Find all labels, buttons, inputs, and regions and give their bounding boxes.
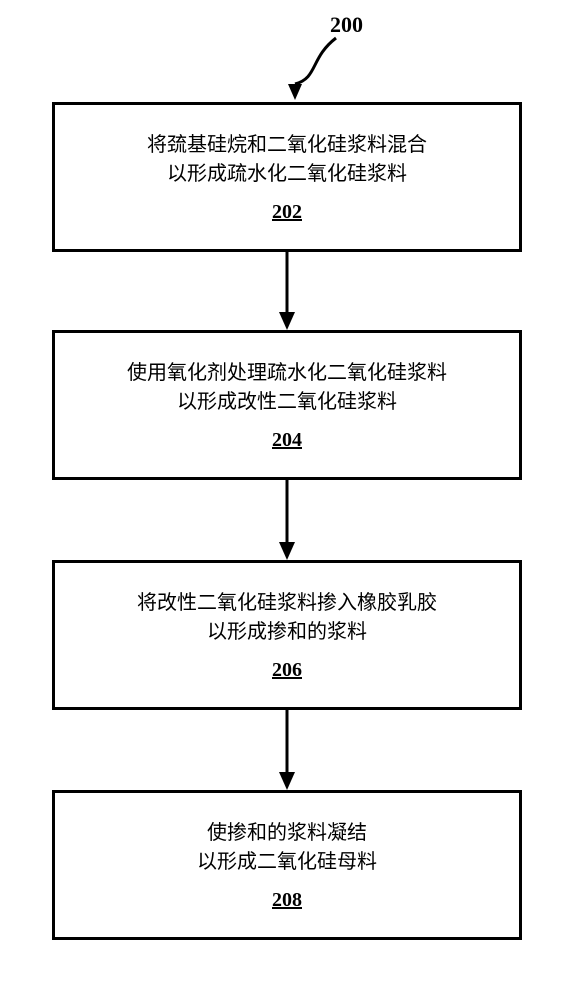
step-line: 使掺和的浆料凝结 xyxy=(197,819,377,848)
step-number: 202 xyxy=(272,201,302,224)
step-line: 将改性二氧化硅浆料掺入橡胶乳胶 xyxy=(137,589,437,618)
step-line: 以形成二氧化硅母料 xyxy=(197,848,377,877)
step-text: 使掺和的浆料凝结 以形成二氧化硅母料 xyxy=(197,819,377,877)
step-number: 206 xyxy=(272,659,302,682)
step-line: 以形成掺和的浆料 xyxy=(137,618,437,647)
step-line: 以形成改性二氧化硅浆料 xyxy=(127,388,447,417)
step-number: 208 xyxy=(272,889,302,912)
figure-label: 200 xyxy=(330,12,363,38)
step-box-206: 将改性二氧化硅浆料掺入橡胶乳胶 以形成掺和的浆料 206 xyxy=(52,560,522,710)
pointer-curve xyxy=(288,38,336,100)
step-box-208: 使掺和的浆料凝结 以形成二氧化硅母料 208 xyxy=(52,790,522,940)
step-line: 以形成疏水化二氧化硅浆料 xyxy=(147,160,427,189)
flowchart-canvas: 200 将巯基硅烷和二氧化硅浆料混合 以形成疏水化二氧化硅浆料 202 使用氧化… xyxy=(0,0,576,1000)
step-text: 使用氧化剂处理疏水化二氧化硅浆料 以形成改性二氧化硅浆料 xyxy=(127,359,447,417)
step-text: 将巯基硅烷和二氧化硅浆料混合 以形成疏水化二氧化硅浆料 xyxy=(147,131,427,189)
step-line: 使用氧化剂处理疏水化二氧化硅浆料 xyxy=(127,359,447,388)
step-line: 将巯基硅烷和二氧化硅浆料混合 xyxy=(147,131,427,160)
step-number: 204 xyxy=(272,429,302,452)
step-text: 将改性二氧化硅浆料掺入橡胶乳胶 以形成掺和的浆料 xyxy=(137,589,437,647)
step-box-202: 将巯基硅烷和二氧化硅浆料混合 以形成疏水化二氧化硅浆料 202 xyxy=(52,102,522,252)
step-box-204: 使用氧化剂处理疏水化二氧化硅浆料 以形成改性二氧化硅浆料 204 xyxy=(52,330,522,480)
